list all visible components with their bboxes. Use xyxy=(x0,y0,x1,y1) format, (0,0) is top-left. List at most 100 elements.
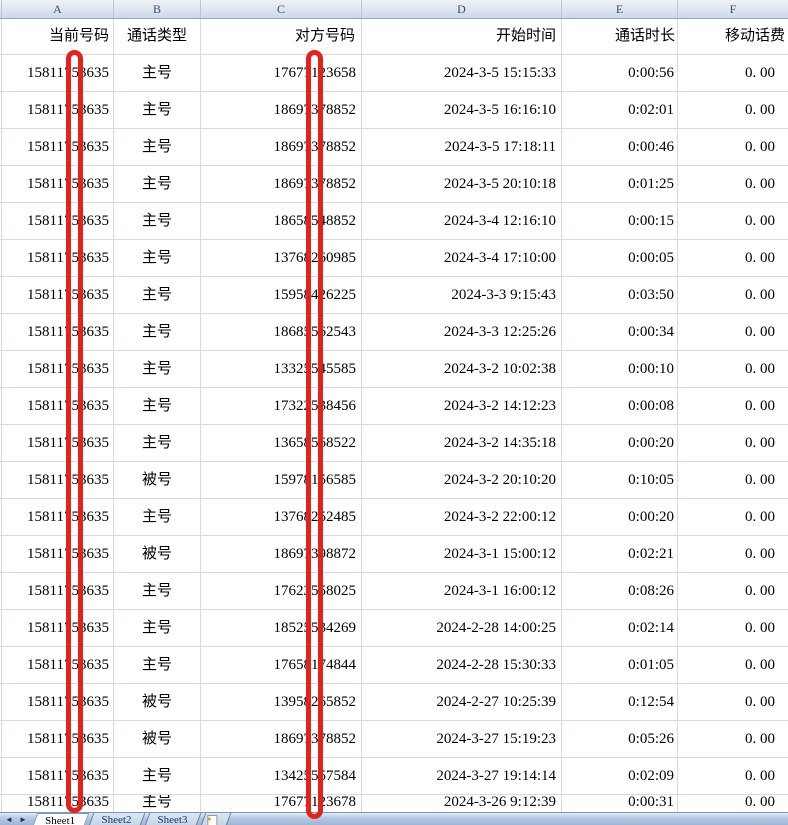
cell-c[interactable]: 13958265852 xyxy=(201,684,362,720)
cell-e[interactable]: 0:00:31 xyxy=(562,795,678,812)
cell-f[interactable]: 0. 00 xyxy=(745,398,775,414)
cell-c[interactable]: 18525534269 xyxy=(201,610,362,646)
cell-c[interactable]: 17677123678 xyxy=(201,795,362,812)
cell-f[interactable]: 0. 00 xyxy=(745,139,775,155)
cell-a[interactable]: 15811753635 xyxy=(2,351,114,387)
cell-c[interactable]: 18697378852 xyxy=(201,92,362,128)
cell-c[interactable]: 13325545585 xyxy=(201,351,362,387)
cell-f[interactable]: 0. 00 xyxy=(745,361,775,377)
cell-a[interactable]: 15811753635 xyxy=(2,314,114,350)
cell-f[interactable]: 0. 00 xyxy=(745,620,775,636)
cell-c[interactable]: 17322538456 xyxy=(201,388,362,424)
cell-d[interactable]: 2024-3-5 20:10:18 xyxy=(362,166,562,202)
cell-c[interactable]: 13768252485 xyxy=(201,499,362,535)
cell-e[interactable]: 0:00:15 xyxy=(562,203,678,239)
cell-b[interactable]: 主号 xyxy=(114,166,201,202)
cell-c[interactable]: 17677123658 xyxy=(201,55,362,91)
tab-scroll-right-button[interactable]: ► xyxy=(19,815,27,824)
cell-b[interactable]: 主号 xyxy=(114,55,201,91)
cell-f[interactable]: 0. 00 xyxy=(745,509,775,525)
cell-d[interactable]: 2024-3-4 17:10:00 xyxy=(362,240,562,276)
cell-a[interactable]: 15811753635 xyxy=(2,684,114,720)
cell-d[interactable]: 2024-3-2 20:10:20 xyxy=(362,462,562,498)
cell-e[interactable]: 0:00:05 xyxy=(562,240,678,276)
cell-c[interactable]: 17658174844 xyxy=(201,647,362,683)
cell-d[interactable]: 2024-3-3 9:15:43 xyxy=(362,277,562,313)
cell-d[interactable]: 2024-3-2 22:00:12 xyxy=(362,499,562,535)
cell-f[interactable]: 0. 00 xyxy=(745,546,775,562)
cell-d[interactable]: 2024-3-2 14:35:18 xyxy=(362,425,562,461)
cell-f[interactable]: 0. 00 xyxy=(745,287,775,303)
cell-b[interactable]: 主号 xyxy=(114,425,201,461)
cell-a[interactable]: 15811753635 xyxy=(2,166,114,202)
cell-c[interactable]: 17623558025 xyxy=(201,573,362,609)
cell-a[interactable]: 15811753635 xyxy=(2,758,114,794)
cell-a[interactable]: 15811753635 xyxy=(2,92,114,128)
cell-b[interactable]: 主号 xyxy=(114,314,201,350)
cell-f[interactable]: 0. 00 xyxy=(745,731,775,747)
cell-a[interactable]: 15811753635 xyxy=(2,425,114,461)
cell-f[interactable]: 0. 00 xyxy=(745,472,775,488)
field-header-mobile-fee[interactable]: 移动话费 xyxy=(724,28,785,44)
cell-f[interactable]: 0. 00 xyxy=(745,657,775,673)
cell-b[interactable]: 主号 xyxy=(114,647,201,683)
cell-b[interactable]: 主号 xyxy=(114,499,201,535)
cell-c[interactable]: 15958426225 xyxy=(201,277,362,313)
column-header-e[interactable]: E xyxy=(562,0,678,18)
cell-e[interactable]: 0:08:26 xyxy=(562,573,678,609)
cell-b[interactable]: 被号 xyxy=(114,536,201,572)
cell-c[interactable]: 13425557584 xyxy=(201,758,362,794)
cell-b[interactable]: 主号 xyxy=(114,388,201,424)
cell-c[interactable]: 13658568522 xyxy=(201,425,362,461)
cell-d[interactable]: 2024-3-4 12:16:10 xyxy=(362,203,562,239)
cell-f[interactable]: 0. 00 xyxy=(745,768,775,784)
cell-f[interactable]: 0. 00 xyxy=(745,795,775,810)
field-header-duration[interactable]: 通话时长 xyxy=(562,19,678,54)
column-header-d[interactable]: D xyxy=(362,0,562,18)
cell-c[interactable]: 18658548852 xyxy=(201,203,362,239)
cell-d[interactable]: 2024-3-26 9:12:39 xyxy=(362,795,562,812)
cell-e[interactable]: 0:02:21 xyxy=(562,536,678,572)
cell-a[interactable]: 15811753635 xyxy=(2,203,114,239)
cell-f[interactable]: 0. 00 xyxy=(745,65,775,81)
cell-b[interactable]: 主号 xyxy=(114,129,201,165)
cell-b[interactable]: 主号 xyxy=(114,758,201,794)
field-header-current-number[interactable]: 当前号码 xyxy=(2,19,114,54)
cell-f[interactable]: 0. 00 xyxy=(745,176,775,192)
cell-e[interactable]: 0:00:34 xyxy=(562,314,678,350)
cell-e[interactable]: 0:12:54 xyxy=(562,684,678,720)
tab-sheet2[interactable]: Sheet2 xyxy=(86,813,146,825)
cell-c[interactable]: 18697398872 xyxy=(201,536,362,572)
cell-d[interactable]: 2024-3-5 17:18:11 xyxy=(362,129,562,165)
cell-b[interactable]: 主号 xyxy=(114,203,201,239)
cell-b[interactable]: 被号 xyxy=(114,462,201,498)
cell-d[interactable]: 2024-3-27 19:14:14 xyxy=(362,758,562,794)
cell-d[interactable]: 2024-3-3 12:25:26 xyxy=(362,314,562,350)
field-header-other-number[interactable]: 对方号码 xyxy=(201,19,362,54)
cell-e[interactable]: 0:00:20 xyxy=(562,425,678,461)
cell-a[interactable]: 15811753635 xyxy=(2,499,114,535)
cell-e[interactable]: 0:05:26 xyxy=(562,721,678,757)
cell-a[interactable]: 15811753635 xyxy=(2,536,114,572)
cell-a[interactable]: 15811753635 xyxy=(2,610,114,646)
cell-b[interactable]: 主号 xyxy=(114,92,201,128)
cell-f[interactable]: 0. 00 xyxy=(745,694,775,710)
cell-e[interactable]: 0:00:20 xyxy=(562,499,678,535)
cell-f[interactable]: 0. 00 xyxy=(745,102,775,118)
cell-b[interactable]: 被号 xyxy=(114,684,201,720)
cell-a[interactable]: 15811753635 xyxy=(2,795,114,812)
cell-c[interactable]: 18685562543 xyxy=(201,314,362,350)
cell-f[interactable]: 0. 00 xyxy=(745,583,775,599)
cell-c[interactable]: 13768260985 xyxy=(201,240,362,276)
insert-worksheet-tab[interactable]: ✶ xyxy=(198,813,232,825)
cell-f[interactable]: 0. 00 xyxy=(745,435,775,451)
cell-b[interactable]: 主号 xyxy=(114,795,201,812)
cell-f[interactable]: 0. 00 xyxy=(745,213,775,229)
cell-c[interactable]: 15978156585 xyxy=(201,462,362,498)
cell-d[interactable]: 2024-3-5 15:15:33 xyxy=(362,55,562,91)
cell-d[interactable]: 2024-3-2 10:02:38 xyxy=(362,351,562,387)
cell-f[interactable]: 0. 00 xyxy=(745,324,775,340)
cell-a[interactable]: 15811753635 xyxy=(2,240,114,276)
cell-b[interactable]: 主号 xyxy=(114,240,201,276)
cell-e[interactable]: 0:02:01 xyxy=(562,92,678,128)
